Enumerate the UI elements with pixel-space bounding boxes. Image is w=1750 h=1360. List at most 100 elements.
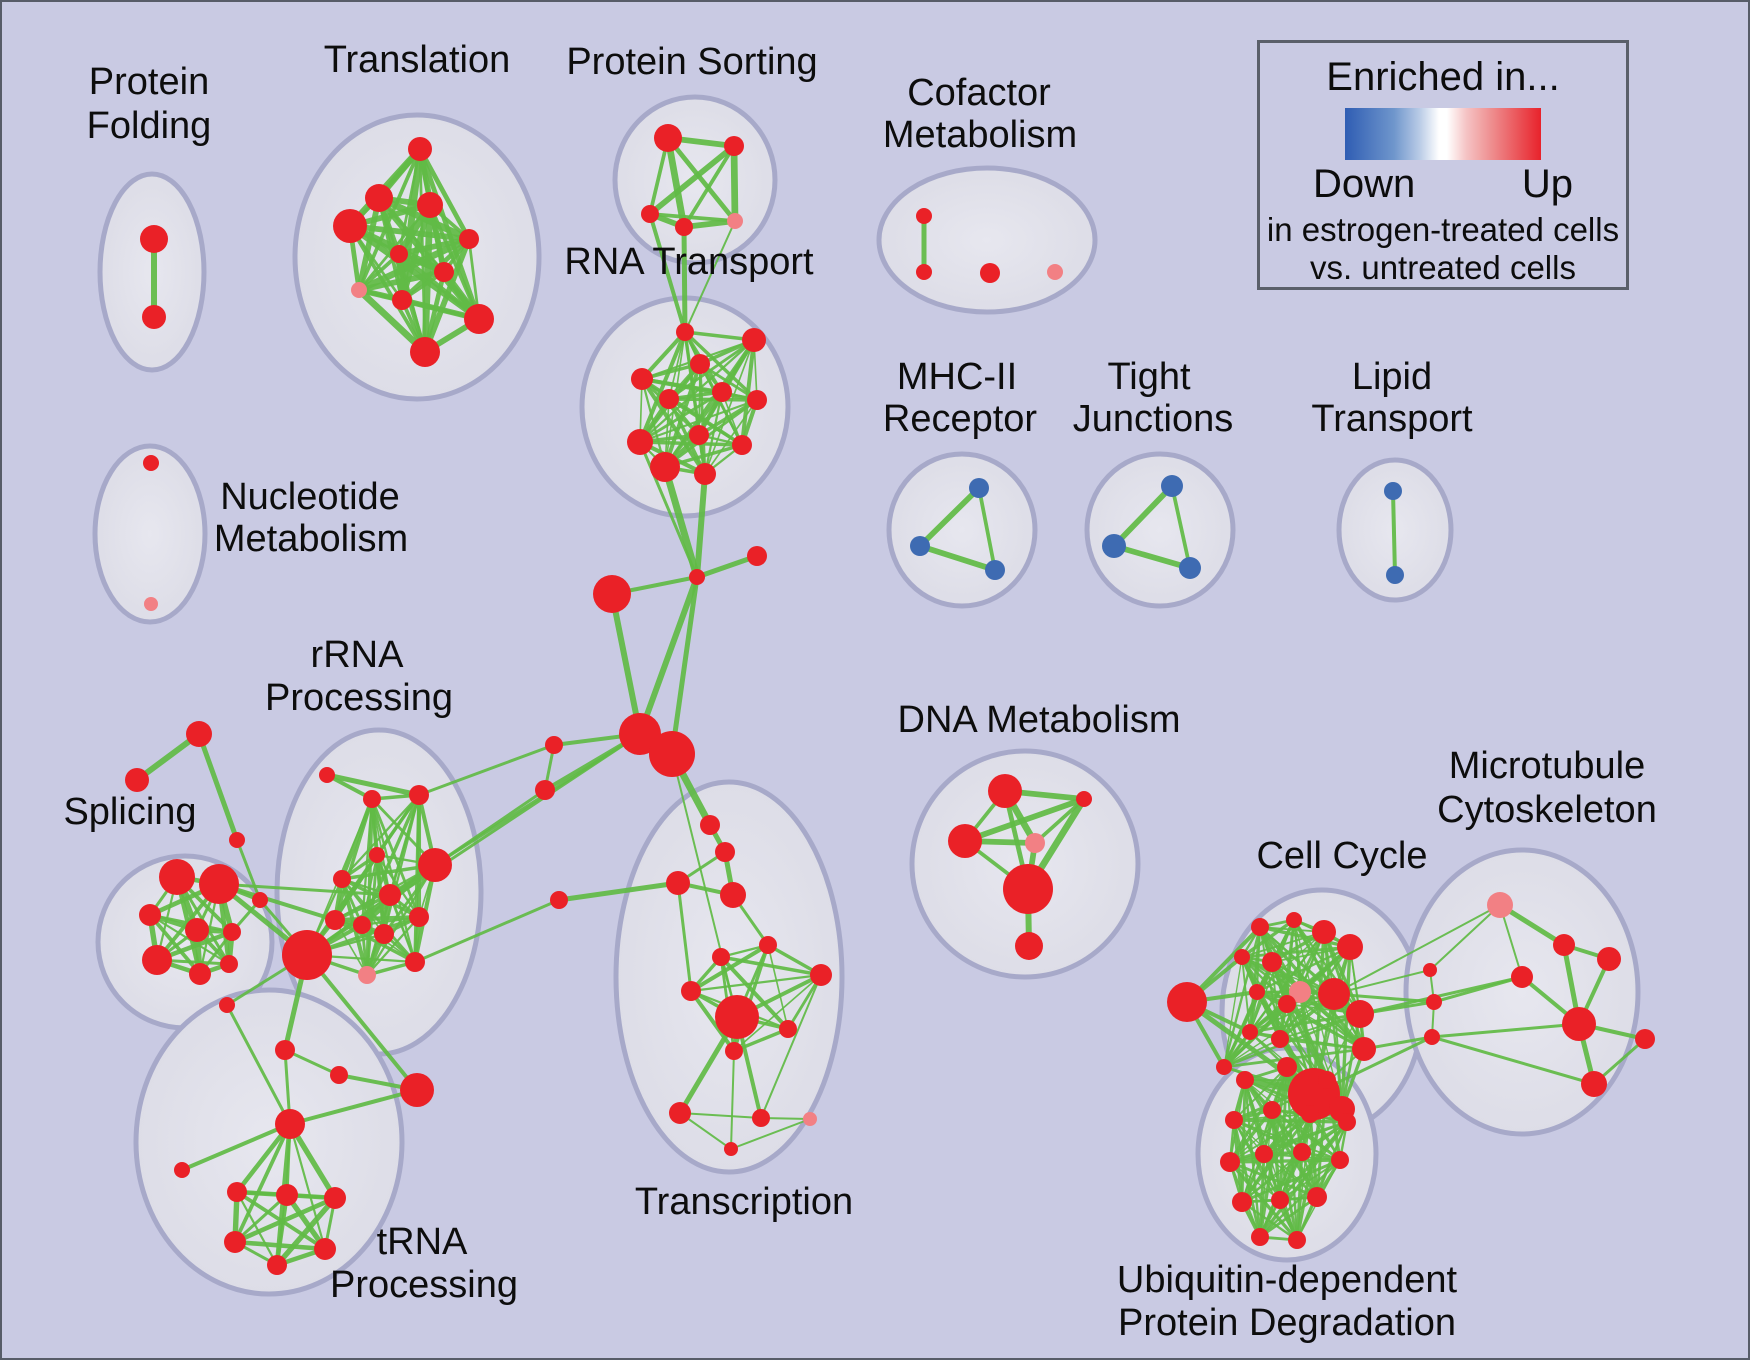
cluster-ellipse-microtubule-cytoskeleton (1403, 847, 1641, 1137)
node-cc14 (1352, 1037, 1376, 1061)
node-sp7 (189, 963, 211, 985)
edge-mh2-mh3 (917, 543, 998, 573)
node-ch1 (689, 569, 705, 585)
edge-mt3-cc11 (1358, 975, 1524, 1016)
edge-ub4-ub7 (1232, 1118, 1349, 1124)
node-t1 (408, 137, 432, 161)
node-tj3 (1179, 557, 1201, 579)
edge-t7-t8 (356, 269, 447, 293)
edge-cc8-cc14 (1255, 990, 1366, 1051)
edge-ch1-h2 (669, 574, 700, 757)
edge-ub6-ub8 (1229, 1113, 1311, 1163)
node-tr4 (224, 1231, 246, 1253)
node-bh1 (593, 575, 631, 613)
edge-mt4-br3 (1430, 1022, 1581, 1039)
edge-ps2-ps3 (647, 143, 737, 217)
node-rt6 (659, 389, 679, 409)
node-rt7 (747, 390, 767, 410)
edge-tr4-tr5 (232, 1239, 328, 1252)
edge-ub9-ub15 (1258, 1152, 1266, 1239)
node-t10 (464, 304, 494, 334)
legend-caption-line2: vs. untreated cells (1310, 249, 1576, 286)
edge-t1-t8 (357, 147, 422, 292)
edge-tj1-tj3 (1170, 484, 1192, 570)
cluster-label-cofactor-metabolism-2: Metabolism (883, 114, 1077, 156)
edge-rr7-rr13 (388, 893, 417, 964)
edge-cc4-cc8 (1255, 945, 1352, 994)
node-cc5 (1234, 949, 1250, 965)
edge-tr3-tr6 (274, 1195, 338, 1268)
node-rr10 (374, 924, 394, 944)
node-rr11 (409, 907, 429, 927)
node-ts1 (759, 936, 777, 954)
node-mt2 (1597, 947, 1621, 971)
node-rt2 (742, 328, 766, 352)
node-tc3 (666, 871, 690, 895)
nodes-layer (125, 124, 1655, 1275)
cluster-ellipse-cofactor-metabolism (876, 165, 1098, 315)
node-cc12 (1242, 1024, 1258, 1040)
cluster-label-protein-sorting: Protein Sorting (566, 41, 817, 83)
node-mt1 (1553, 934, 1575, 956)
edge-ub2-ub15 (1258, 1065, 1289, 1239)
node-br3 (1424, 1029, 1440, 1045)
edge-sp3-sp7 (148, 913, 202, 976)
node-rt12 (694, 463, 716, 485)
edge-ts3-ts6 (718, 954, 791, 1032)
node-rr12 (358, 966, 376, 984)
cluster-label-mhc-ii-2: Receptor (883, 398, 1038, 440)
cluster-label-splicing: Splicing (63, 791, 196, 833)
edge-ccL-ccH (1184, 999, 1317, 1097)
edge-cc14-cc15 (1222, 1047, 1366, 1069)
node-ps4 (675, 218, 693, 236)
edge-cc6-cc11 (1271, 961, 1361, 1015)
edge-rt9-ch1 (638, 440, 699, 579)
node-d3 (948, 824, 982, 858)
edge-ts7-ts11 (730, 1050, 735, 1150)
edge-lt1-lt2 (1391, 489, 1397, 577)
node-ub12 (1232, 1192, 1252, 1212)
node-rt9 (627, 429, 653, 455)
edge-rr1-rr3 (324, 772, 422, 798)
node-tleft (550, 891, 568, 909)
node-rr14 (275, 1040, 295, 1060)
node-ub14 (1307, 1187, 1327, 1207)
edge-mh1-mh2 (917, 485, 982, 549)
edge-tg3-spx (235, 838, 262, 902)
node-ccL (1167, 982, 1207, 1022)
cluster-label-trna-processing-2: Processing (330, 1264, 518, 1306)
edge-ps5-rt1 (684, 220, 736, 333)
cluster-label-lipid-transport-1: Lipid (1352, 356, 1432, 398)
node-ps1 (654, 124, 682, 152)
node-t3 (417, 192, 443, 218)
node-rt3 (690, 354, 710, 374)
legend-box: Enriched in... Down Up in estrogen-treat… (1257, 40, 1629, 290)
edge-ub10-ub16 (1295, 1150, 1304, 1242)
node-cm3 (980, 263, 1000, 283)
node-nm1 (143, 455, 159, 471)
node-sp8 (220, 955, 238, 973)
cluster-label-transcription: Transcription (635, 1181, 853, 1223)
edge-t3-t10 (428, 203, 481, 321)
edge-br1-cc10 (1333, 969, 1431, 995)
node-sp2 (199, 864, 239, 904)
node-ts9 (752, 1109, 770, 1127)
node-pf2 (142, 305, 166, 329)
edge-tr2-tr4 (233, 1193, 289, 1244)
node-ub11 (1331, 1151, 1349, 1169)
edge-tr1-tr6 (235, 1190, 279, 1267)
edge-cc3-ccH (1312, 930, 1326, 1096)
edge-ts8-ts9 (679, 1112, 762, 1119)
node-cc11 (1346, 1000, 1374, 1028)
node-ts5 (715, 995, 759, 1039)
edge-rt3-rt7 (698, 362, 759, 402)
edge-rr3-rr5 (340, 793, 421, 881)
edge-rt7-rt12 (704, 399, 758, 475)
node-t9 (392, 290, 412, 310)
node-h1 (619, 713, 661, 755)
edge-tg1-tg3 (196, 731, 240, 843)
node-rr3 (409, 785, 429, 805)
node-rt1 (676, 323, 694, 341)
